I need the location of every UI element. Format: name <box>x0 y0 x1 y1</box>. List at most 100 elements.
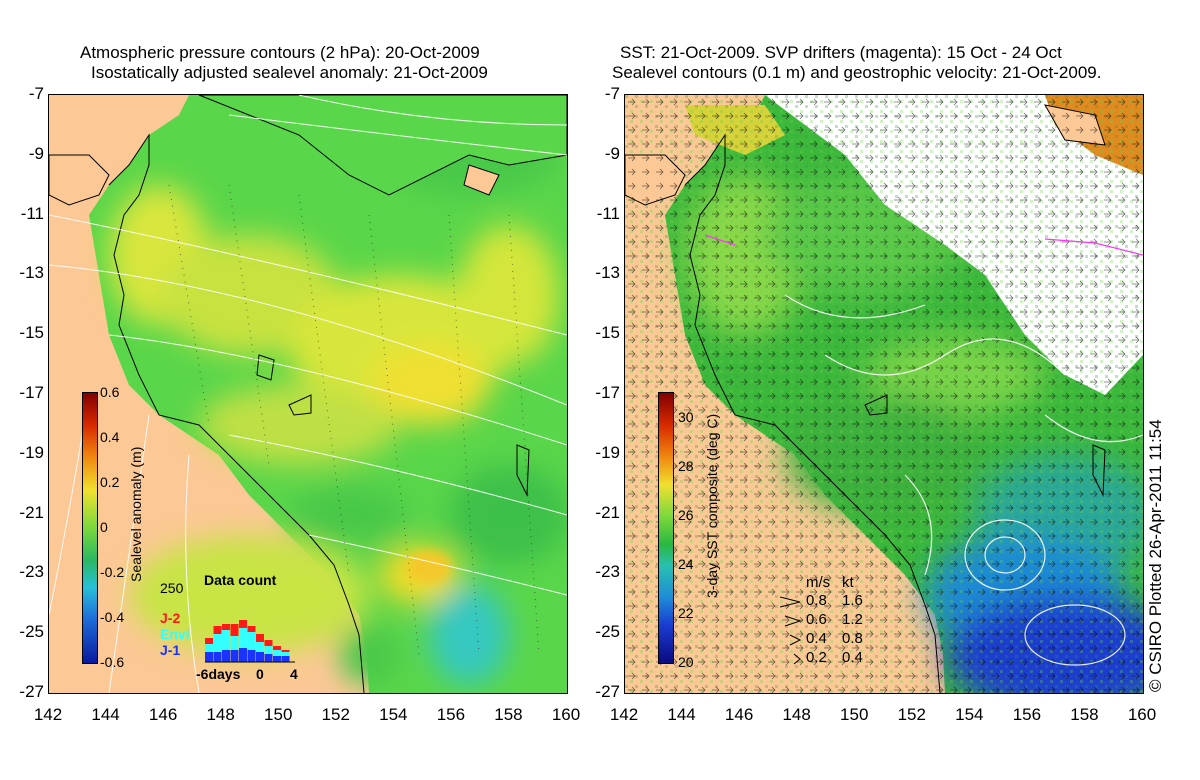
sst-colorbar <box>658 392 674 664</box>
left-y-tick: -15 <box>19 323 44 343</box>
sealevel-colorbar-tick: -0.2 <box>100 564 125 580</box>
sealevel-colorbar-tick: -0.4 <box>100 609 125 625</box>
velocity-arrow-icon <box>784 615 802 627</box>
sst-colorbar-tick: 20 <box>678 654 694 670</box>
velocity-legend-kt-header: kt <box>842 574 854 591</box>
velocity-legend-kt-value: 1.2 <box>842 611 863 628</box>
sst-colorbar-label: 3-day SST composite (deg C) <box>704 413 720 598</box>
data-count-bar-segment <box>247 650 256 662</box>
right-y-tick: -7 <box>604 84 620 103</box>
legend-envi: Envi <box>160 626 190 642</box>
data-count-bar-segment <box>230 650 239 662</box>
left-x-tick: 156 <box>436 705 466 724</box>
data-count-bar-segment <box>281 656 290 662</box>
left-x-tick: 154 <box>379 705 408 724</box>
pressure-contours <box>49 95 567 693</box>
sealevel-colorbar-tick: 0.6 <box>100 384 120 400</box>
sst-colorbar-tick: 24 <box>678 555 694 572</box>
sealevel-colorbar-label: Sealevel anomaly (m) <box>128 446 144 582</box>
right-x-tick: 148 <box>782 705 811 724</box>
data-count-bar-segment <box>264 640 273 646</box>
velocity-arrow-icon <box>780 596 801 608</box>
right-y-tick: -11 <box>596 203 620 223</box>
left-title-line2: Isostatically adjusted sealevel anomaly:… <box>91 63 488 82</box>
data-count-bar-segment <box>230 636 239 650</box>
data-count-bar-segment <box>239 628 247 648</box>
velocity-legend: m/s kt 0.8 1.6 0.6 1.2 0.4 0.8 0.2 0.4 <box>780 574 890 666</box>
data-count-xlabel-end: 4 <box>290 666 298 682</box>
right-x-tick: 156 <box>1012 705 1042 724</box>
sealevel-colorbar <box>82 392 98 664</box>
right-y-tick: -9 <box>604 143 620 163</box>
left-y-tick: -9 <box>28 143 44 163</box>
left-y-tick: -19 <box>19 442 44 462</box>
sst-colorbar-tick: 26 <box>678 506 694 523</box>
data-count-bar-segment <box>213 626 222 634</box>
sealevel-colorbar-tick: 0.4 <box>100 429 120 445</box>
data-count-bar-segment <box>222 624 230 630</box>
credit-text: © CSIRO Plotted 26-Apr-2011 11:54 <box>1146 419 1165 692</box>
left-x-tick: 142 <box>33 705 63 724</box>
right-x-tick: 160 <box>1127 705 1157 724</box>
data-count-bar-segment <box>264 646 273 654</box>
data-count-bar-segment <box>273 650 281 656</box>
data-count-bar-segment <box>222 630 230 650</box>
right-x-tick: 144 <box>667 705 696 724</box>
sealevel-contours <box>784 294 1143 666</box>
sealevel-colorbar-tick: -0.6 <box>100 654 125 670</box>
left-y-tick: -13 <box>19 263 44 283</box>
data-count-bar-segment <box>205 638 213 644</box>
data-count-bar-segment <box>273 646 281 650</box>
right-y-tick: -19 <box>595 442 620 462</box>
data-count-bar-segment <box>247 632 256 650</box>
velocity-arrow-icon <box>793 653 801 665</box>
right-title-line2: Sealevel contours (0.1 m) and geostrophi… <box>612 63 1102 82</box>
right-y-tick: -27 <box>595 682 620 701</box>
data-count-bar-segment <box>247 626 256 632</box>
left-x-tick: 148 <box>206 705 235 724</box>
left-x-tick: 150 <box>264 705 293 724</box>
velocity-arrow-icon <box>789 634 802 646</box>
left-y-tick: -25 <box>19 622 44 642</box>
velocity-legend-ms-value: 0.6 <box>806 611 827 628</box>
data-count-bar-segment <box>264 654 273 662</box>
velocity-legend-ms-value: 0.2 <box>806 649 827 666</box>
left-x-tick: 146 <box>148 705 178 724</box>
data-count-bars <box>205 620 295 663</box>
left-x-tick: 158 <box>494 705 523 724</box>
left-title-line1: Atmospheric pressure contours (2 hPa): 2… <box>80 43 480 62</box>
data-count-bar-segment <box>222 650 230 662</box>
right-y-tick: -23 <box>595 562 620 582</box>
right-y-tick: -15 <box>595 323 620 343</box>
right-map-sst <box>624 94 1144 694</box>
data-count-bar-segment <box>239 620 247 628</box>
right-x-tick: 158 <box>1070 705 1099 724</box>
left-map-sealevel-anomaly <box>48 94 568 694</box>
geostrophic-velocity-arrows <box>625 95 1143 693</box>
left-x-tick: 144 <box>91 705 120 724</box>
right-x-tick: 142 <box>609 705 639 724</box>
sealevel-colorbar-tick: 0.2 <box>100 474 120 490</box>
data-count-bar-segment <box>256 652 264 662</box>
right-x-tick: 146 <box>724 705 754 724</box>
velocity-legend-ms-header: m/s <box>806 574 831 591</box>
data-count-xlabel-start: -6days <box>196 666 241 682</box>
right-x-tick: 154 <box>955 705 984 724</box>
velocity-legend-ms-value: 0.8 <box>806 592 827 609</box>
sst-colorbar-tick: 22 <box>678 604 694 621</box>
data-count-bar-segment <box>205 652 213 662</box>
right-y-tick: -13 <box>595 263 620 283</box>
left-x-tick: 152 <box>321 705 350 724</box>
data-count-bar-segment <box>213 634 222 652</box>
data-count-bar-segment <box>281 650 290 652</box>
left-x-tick: 160 <box>551 705 581 724</box>
right-x-tick: 152 <box>897 705 926 724</box>
left-y-tick: -21 <box>19 502 44 522</box>
legend-j2: J-2 <box>160 610 181 626</box>
data-count-inset: 250 Data count J-2 Envi J-1 -6days 0 4 <box>160 572 310 682</box>
data-count-bar-segment <box>256 642 264 652</box>
data-count-ymax: 250 <box>160 580 184 596</box>
data-count-title: Data count <box>204 572 277 588</box>
right-y-tick: -17 <box>595 383 620 402</box>
sealevel-colorbar-tick: 0 <box>100 519 108 535</box>
